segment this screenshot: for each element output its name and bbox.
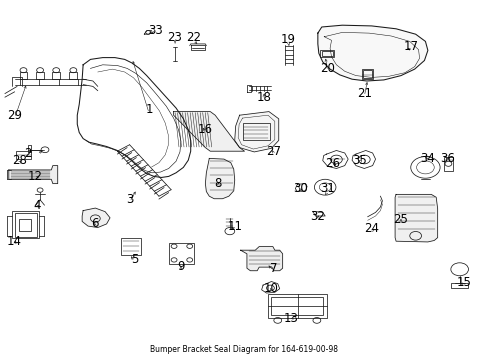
Text: 4: 4 — [33, 199, 41, 212]
Bar — [362, 70, 371, 78]
Text: 11: 11 — [227, 220, 242, 233]
Text: 14: 14 — [7, 235, 22, 248]
Polygon shape — [317, 25, 427, 81]
Bar — [121, 238, 141, 255]
Text: Bumper Bracket Seal Diagram for 164-619-00-98: Bumper Bracket Seal Diagram for 164-619-… — [150, 346, 338, 354]
Text: 10: 10 — [264, 282, 278, 294]
Text: 7: 7 — [269, 262, 277, 275]
Text: 27: 27 — [266, 145, 281, 158]
Text: 2: 2 — [24, 147, 32, 159]
Text: 36: 36 — [439, 152, 454, 165]
Text: 15: 15 — [456, 276, 471, 289]
Bar — [168, 243, 194, 264]
Text: 19: 19 — [281, 33, 295, 46]
Text: 23: 23 — [167, 31, 182, 44]
Text: 26: 26 — [325, 157, 339, 170]
Text: 9: 9 — [177, 260, 184, 273]
Polygon shape — [173, 112, 244, 151]
Text: 22: 22 — [185, 31, 200, 44]
Text: 34: 34 — [420, 152, 434, 165]
Polygon shape — [394, 194, 437, 242]
Text: 1: 1 — [145, 103, 153, 116]
Text: 21: 21 — [356, 87, 371, 100]
Text: 13: 13 — [283, 312, 298, 325]
Text: 35: 35 — [351, 154, 366, 167]
Polygon shape — [9, 166, 58, 184]
Text: 28: 28 — [12, 154, 27, 167]
Text: 32: 32 — [310, 210, 325, 222]
Bar — [16, 151, 31, 159]
Bar — [267, 294, 326, 318]
Text: 25: 25 — [393, 213, 407, 226]
Text: 3: 3 — [125, 193, 133, 206]
Text: 33: 33 — [148, 24, 163, 37]
Polygon shape — [234, 112, 278, 152]
Polygon shape — [205, 158, 234, 199]
Bar — [321, 51, 332, 56]
Bar — [450, 283, 468, 288]
Text: 30: 30 — [293, 183, 307, 195]
Text: 17: 17 — [403, 40, 417, 53]
Text: 24: 24 — [364, 222, 378, 235]
Bar — [243, 123, 269, 140]
Bar — [271, 297, 323, 315]
Bar — [19, 219, 31, 231]
Polygon shape — [82, 208, 110, 228]
Bar — [320, 50, 333, 57]
Text: 29: 29 — [7, 109, 22, 122]
Bar — [12, 211, 39, 238]
Text: 16: 16 — [198, 123, 212, 136]
Text: 5: 5 — [130, 253, 138, 266]
Text: 31: 31 — [320, 183, 334, 195]
Bar — [443, 157, 452, 171]
Text: 8: 8 — [213, 177, 221, 190]
Text: 6: 6 — [91, 217, 99, 230]
Text: 18: 18 — [256, 91, 271, 104]
Bar — [15, 213, 37, 237]
Polygon shape — [240, 247, 282, 271]
Text: 12: 12 — [28, 170, 42, 183]
Bar — [361, 69, 372, 79]
Text: 20: 20 — [320, 62, 334, 75]
